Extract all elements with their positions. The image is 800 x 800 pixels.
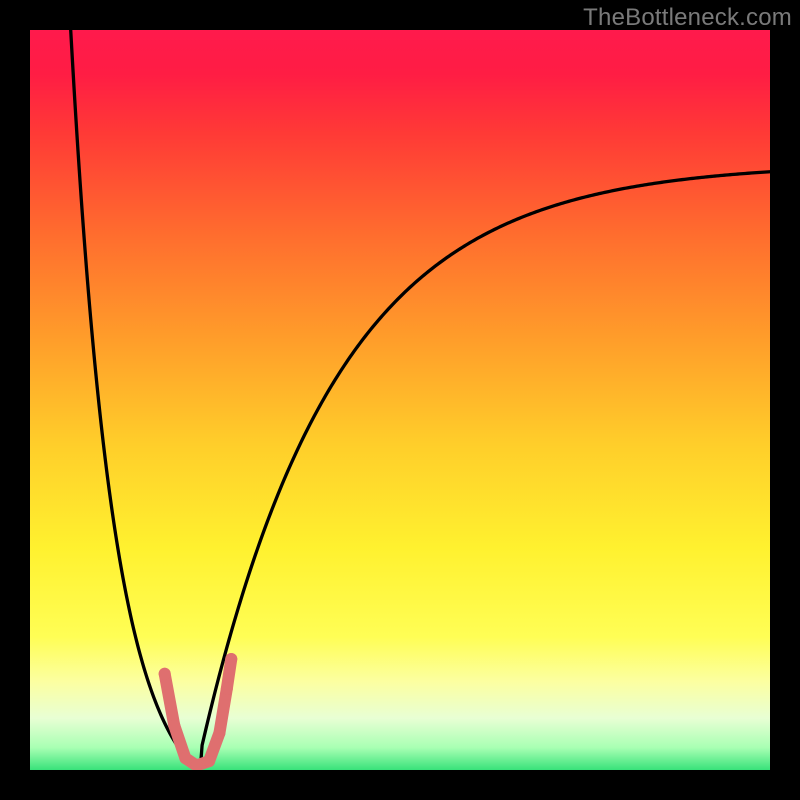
bottleneck-chart <box>0 0 800 800</box>
chart-container: TheBottleneck.com <box>0 0 800 800</box>
marker-dot <box>213 727 225 739</box>
marker-dot <box>179 752 191 764</box>
marker-dot <box>191 760 203 772</box>
marker-dot <box>159 668 171 680</box>
watermark-text: TheBottleneck.com <box>583 4 792 32</box>
marker-dot <box>168 720 180 732</box>
marker-dot <box>203 755 215 767</box>
marker-dot <box>221 683 233 695</box>
marker-dot <box>225 653 237 665</box>
